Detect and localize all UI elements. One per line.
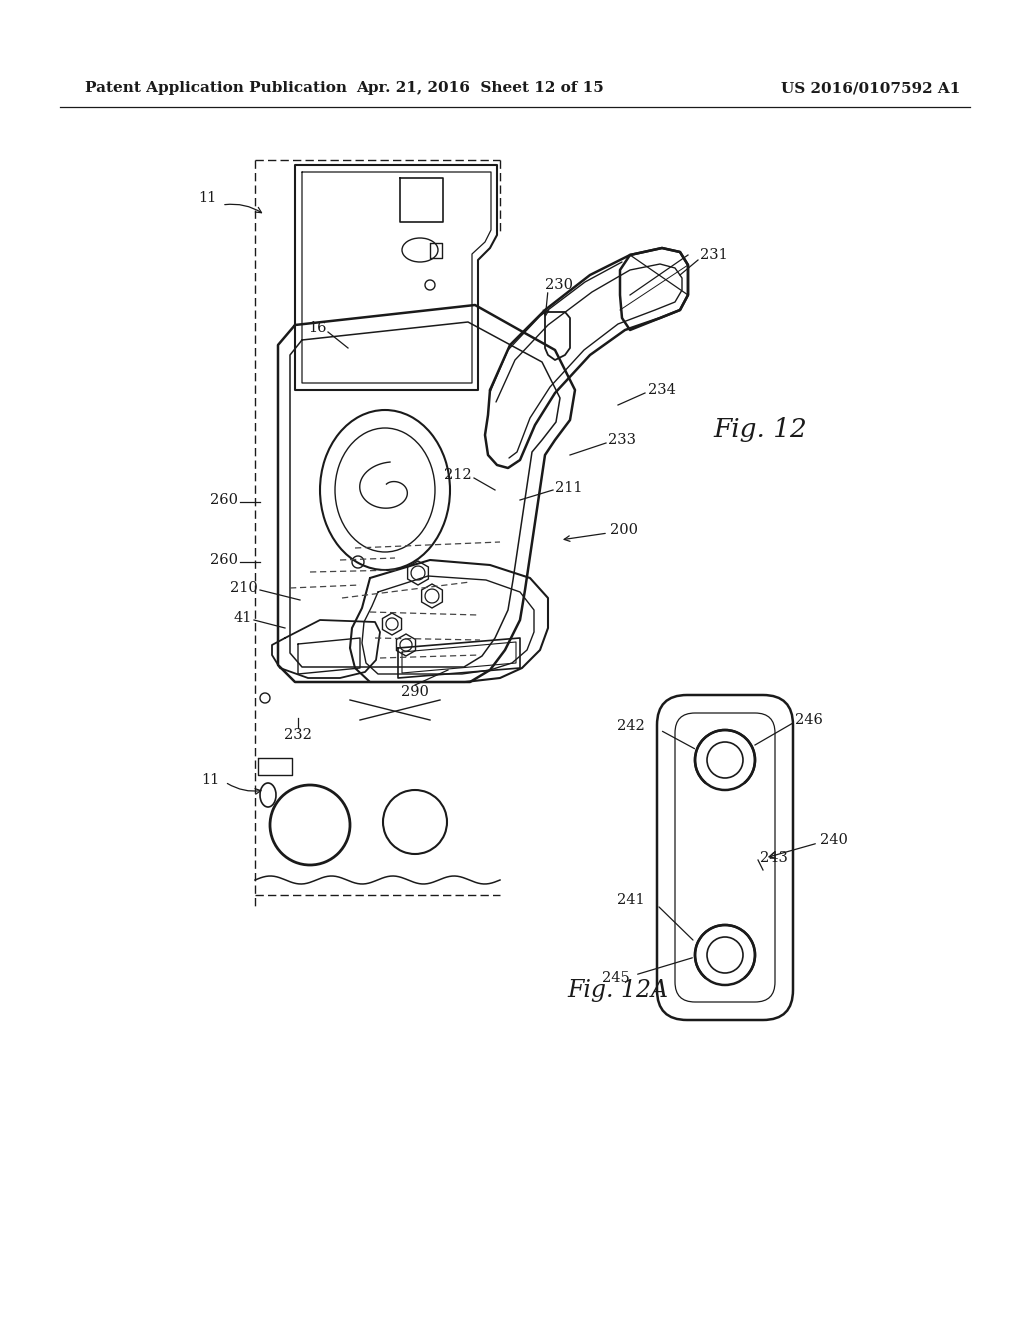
Text: Fig. 12A: Fig. 12A (567, 978, 669, 1002)
Text: 200: 200 (610, 523, 638, 537)
Text: 242: 242 (617, 719, 645, 733)
Text: 245: 245 (602, 972, 630, 985)
Text: 11: 11 (201, 774, 219, 787)
Text: 234: 234 (648, 383, 676, 397)
Text: 260: 260 (210, 553, 238, 568)
Text: 240: 240 (820, 833, 848, 847)
Text: US 2016/0107592 A1: US 2016/0107592 A1 (780, 81, 961, 95)
Text: 11: 11 (198, 191, 216, 205)
Text: 231: 231 (700, 248, 728, 261)
Text: 230: 230 (545, 279, 573, 292)
Text: 211: 211 (555, 480, 583, 495)
Text: 290: 290 (401, 685, 429, 700)
Text: Fig. 12: Fig. 12 (713, 417, 807, 442)
Text: 243: 243 (760, 851, 787, 865)
Text: 246: 246 (795, 713, 823, 727)
Text: 212: 212 (444, 469, 472, 482)
Text: 233: 233 (608, 433, 636, 447)
Text: Apr. 21, 2016  Sheet 12 of 15: Apr. 21, 2016 Sheet 12 of 15 (356, 81, 604, 95)
Text: Patent Application Publication: Patent Application Publication (85, 81, 347, 95)
Text: 16: 16 (308, 321, 327, 335)
Text: 232: 232 (284, 729, 312, 742)
Text: 260: 260 (210, 492, 238, 507)
Text: 241: 241 (617, 894, 645, 907)
Text: 41: 41 (233, 611, 252, 624)
Text: 210: 210 (230, 581, 258, 595)
